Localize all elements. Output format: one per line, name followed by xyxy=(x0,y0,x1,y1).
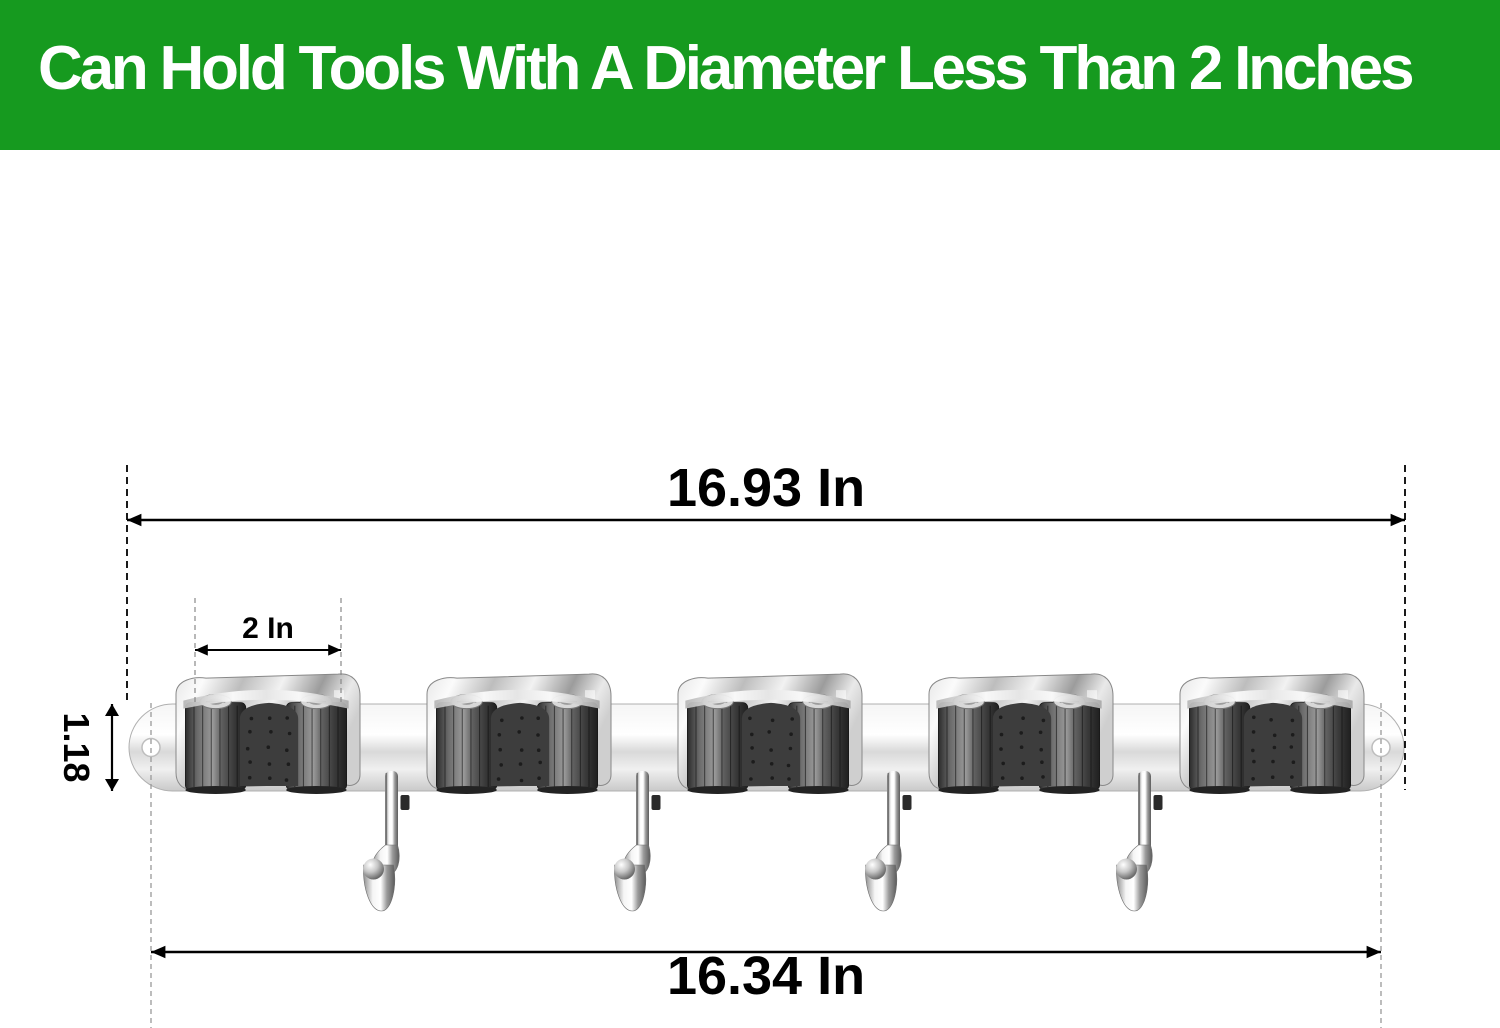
svg-text:16.93 In: 16.93 In xyxy=(667,458,865,518)
svg-text:1.18: 1.18 xyxy=(56,712,97,782)
svg-text:16.34 In: 16.34 In xyxy=(667,946,865,1006)
svg-text:2 In: 2 In xyxy=(242,612,294,645)
